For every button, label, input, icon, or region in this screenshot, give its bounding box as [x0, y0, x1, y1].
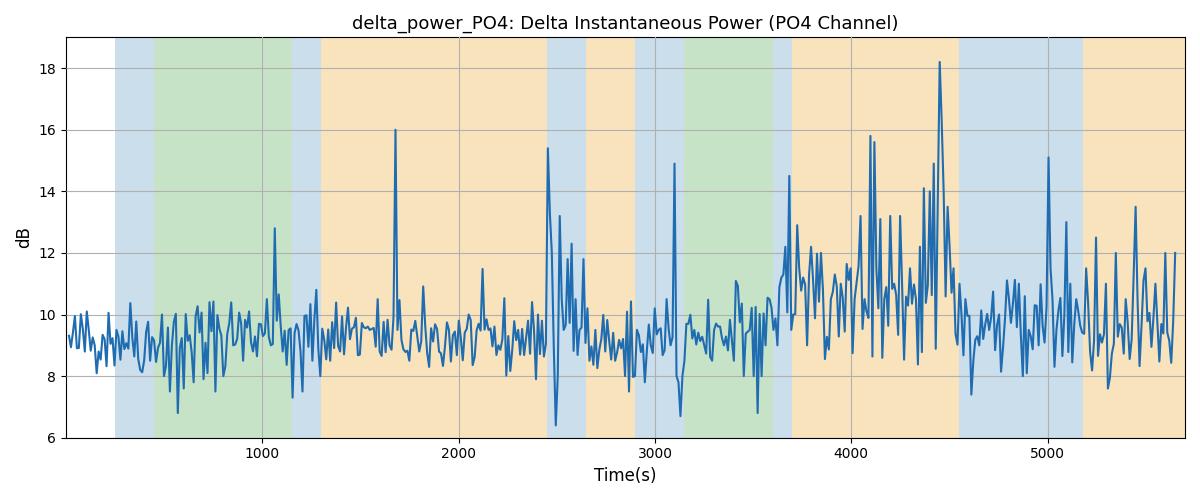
Bar [292, 38, 322, 438]
Bar [635, 38, 684, 438]
Bar [1082, 38, 1184, 438]
X-axis label: Time(s): Time(s) [594, 467, 656, 485]
Bar [1057, 38, 1082, 438]
Bar [155, 38, 292, 438]
Bar [547, 38, 587, 438]
Title: delta_power_PO4: Delta Instantaneous Power (PO4 Channel): delta_power_PO4: Delta Instantaneous Pow… [353, 15, 899, 34]
Bar [322, 38, 547, 438]
Bar [587, 38, 635, 438]
Bar [684, 38, 773, 438]
Bar [959, 38, 1057, 438]
Bar [115, 38, 155, 438]
Bar [66, 38, 115, 438]
Y-axis label: dB: dB [14, 226, 32, 248]
Bar [773, 38, 792, 438]
Bar [792, 38, 959, 438]
